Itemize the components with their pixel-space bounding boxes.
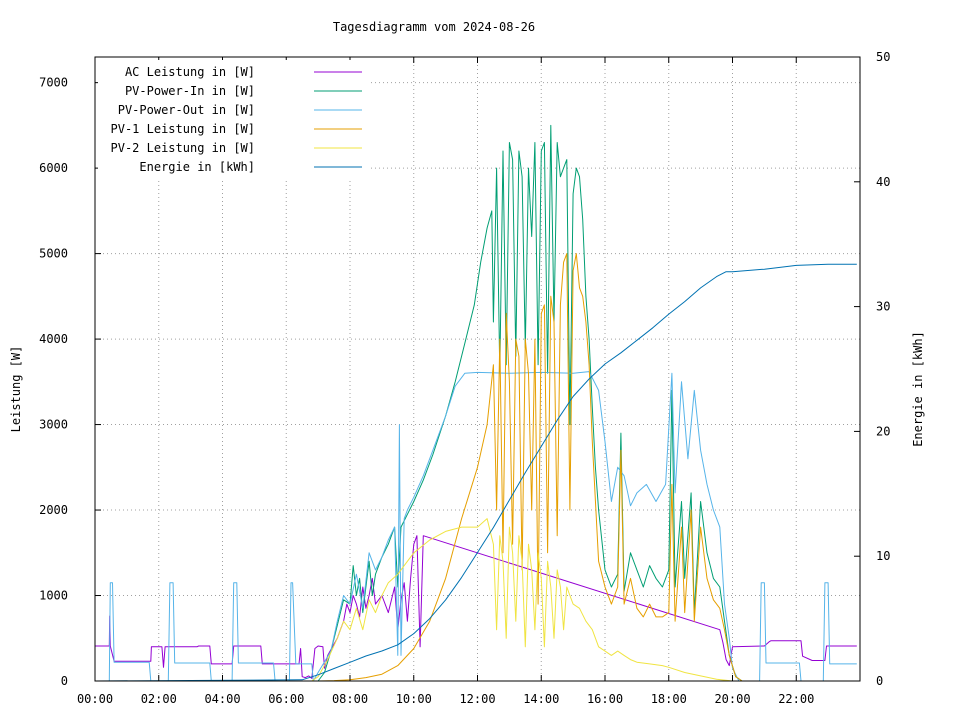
legend-label: PV-2 Leistung in [W] — [111, 141, 256, 155]
x-tick-label: 16:00 — [587, 692, 623, 706]
x-tick-label: 02:00 — [141, 692, 177, 706]
legend-label: PV-1 Leistung in [W] — [111, 122, 256, 136]
y2-tick-label: 0 — [876, 674, 883, 688]
series-layer — [94, 124, 857, 682]
y-tick-label: 1000 — [39, 589, 68, 603]
x-tick-label: 20:00 — [714, 692, 750, 706]
y2-tick-label: 40 — [876, 175, 890, 189]
y-tick-label: 2000 — [39, 503, 68, 517]
x-tick-label: 10:00 — [396, 692, 432, 706]
series-line-3 — [95, 253, 857, 682]
legend-label: AC Leistung in [W] — [125, 65, 255, 79]
legend-label: PV-Power-In in [W] — [125, 84, 255, 98]
x-tick-label: 04:00 — [204, 692, 240, 706]
x-tick-label: 14:00 — [523, 692, 559, 706]
x-tick-label: 00:00 — [77, 692, 113, 706]
y-tick-label: 5000 — [39, 247, 68, 261]
series-line-0 — [95, 535, 857, 679]
series-line-4 — [95, 518, 857, 682]
y2-tick-label: 30 — [876, 300, 890, 314]
y2-axis-label: Energie in [kWh] — [911, 331, 925, 447]
x-tick-label: 08:00 — [332, 692, 368, 706]
legend-label: PV-Power-Out in [W] — [118, 103, 255, 117]
x-tick-label: 22:00 — [778, 692, 814, 706]
legend-label: Energie in [kWh] — [139, 160, 255, 174]
y2-tick-label: 20 — [876, 424, 890, 438]
x-tick-label: 18:00 — [651, 692, 687, 706]
y-tick-label: 0 — [61, 674, 68, 688]
y-axis-label: Leistung [W] — [9, 346, 23, 433]
y-tick-label: 6000 — [39, 161, 68, 175]
x-tick-label: 06:00 — [268, 692, 304, 706]
ticks-layer: 00:00 02:00 04:00 06:00 08:00 10:00 12:00 14:00… — [39, 50, 890, 706]
chart-title: Tagesdiagramm vom 2024-08-26 — [333, 20, 535, 34]
series-line-5 — [94, 263, 857, 682]
x-tick-label: 12:00 — [459, 692, 495, 706]
series-line-2 — [95, 371, 857, 682]
y-tick-label: 4000 — [39, 332, 68, 346]
y-tick-label: 3000 — [39, 418, 68, 432]
y2-tick-label: 10 — [876, 549, 890, 563]
y-tick-label: 7000 — [39, 76, 68, 90]
y2-tick-label: 50 — [876, 50, 890, 64]
legend-background — [98, 60, 368, 178]
legend: AC Leistung in [W] PV-Power-In in [W] PV-P… — [98, 60, 368, 178]
